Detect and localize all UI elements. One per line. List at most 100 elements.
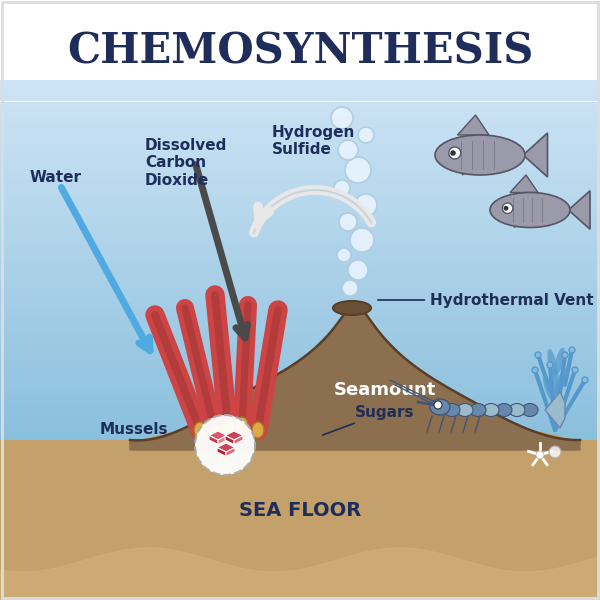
Circle shape bbox=[350, 228, 374, 252]
Ellipse shape bbox=[457, 403, 473, 416]
Polygon shape bbox=[225, 431, 243, 440]
Bar bbox=[0, 481, 600, 488]
Ellipse shape bbox=[470, 403, 486, 416]
Circle shape bbox=[339, 213, 357, 231]
Polygon shape bbox=[568, 191, 590, 229]
Ellipse shape bbox=[554, 347, 565, 374]
Bar bbox=[0, 403, 600, 410]
Polygon shape bbox=[225, 436, 234, 445]
Bar bbox=[0, 424, 600, 431]
Bar bbox=[0, 381, 600, 388]
Ellipse shape bbox=[555, 368, 567, 395]
Bar bbox=[0, 94, 600, 101]
Text: SEA FLOOR: SEA FLOOR bbox=[239, 500, 361, 520]
Ellipse shape bbox=[551, 368, 559, 397]
Bar bbox=[0, 496, 600, 503]
Bar bbox=[0, 80, 600, 87]
Ellipse shape bbox=[483, 403, 499, 416]
Bar bbox=[0, 123, 600, 130]
Bar bbox=[0, 474, 600, 481]
Bar bbox=[0, 431, 600, 439]
Bar bbox=[0, 187, 600, 194]
Polygon shape bbox=[209, 436, 218, 445]
Bar bbox=[0, 367, 600, 374]
Ellipse shape bbox=[496, 403, 512, 416]
Circle shape bbox=[569, 347, 575, 353]
Text: Hydrothermal Vent: Hydrothermal Vent bbox=[378, 292, 593, 307]
Ellipse shape bbox=[509, 403, 525, 416]
Circle shape bbox=[502, 203, 513, 214]
Circle shape bbox=[334, 180, 350, 196]
Ellipse shape bbox=[543, 376, 555, 402]
Bar bbox=[0, 116, 600, 123]
Circle shape bbox=[536, 451, 544, 459]
Bar bbox=[0, 0, 600, 80]
Polygon shape bbox=[510, 175, 538, 193]
Circle shape bbox=[348, 260, 368, 280]
Bar bbox=[0, 87, 600, 94]
Bar bbox=[0, 209, 600, 216]
Circle shape bbox=[503, 206, 508, 211]
Bar bbox=[0, 238, 600, 245]
Ellipse shape bbox=[333, 301, 371, 315]
Ellipse shape bbox=[547, 349, 557, 377]
Bar bbox=[0, 245, 600, 252]
Circle shape bbox=[345, 157, 371, 183]
Polygon shape bbox=[458, 115, 489, 135]
Bar bbox=[0, 439, 600, 446]
Bar bbox=[0, 181, 600, 187]
Circle shape bbox=[434, 401, 442, 409]
Text: Sugars: Sugars bbox=[323, 404, 415, 435]
Ellipse shape bbox=[252, 422, 264, 438]
Bar bbox=[0, 173, 600, 181]
Circle shape bbox=[547, 362, 553, 368]
Circle shape bbox=[195, 415, 255, 475]
Polygon shape bbox=[217, 443, 235, 452]
Bar bbox=[0, 323, 600, 331]
Bar bbox=[0, 440, 600, 600]
Bar bbox=[0, 352, 600, 359]
Bar bbox=[0, 252, 600, 259]
Bar bbox=[0, 223, 600, 230]
Polygon shape bbox=[130, 305, 580, 450]
Text: CHEMOSYNTHESIS: CHEMOSYNTHESIS bbox=[67, 31, 533, 73]
Bar bbox=[0, 281, 600, 288]
Polygon shape bbox=[514, 214, 538, 227]
Bar bbox=[0, 130, 600, 137]
Bar bbox=[0, 467, 600, 474]
Ellipse shape bbox=[444, 403, 460, 416]
Polygon shape bbox=[226, 448, 235, 457]
Bar bbox=[0, 317, 600, 323]
Circle shape bbox=[342, 280, 358, 296]
Bar bbox=[0, 395, 600, 403]
Polygon shape bbox=[462, 159, 489, 175]
Bar bbox=[0, 345, 600, 352]
Ellipse shape bbox=[194, 422, 206, 438]
Ellipse shape bbox=[490, 193, 570, 227]
Circle shape bbox=[562, 352, 568, 358]
Ellipse shape bbox=[430, 399, 450, 415]
Ellipse shape bbox=[522, 403, 538, 416]
Bar bbox=[0, 302, 600, 310]
Bar bbox=[0, 166, 600, 173]
Bar bbox=[0, 202, 600, 209]
Text: Hydrogen
Sulfide: Hydrogen Sulfide bbox=[272, 125, 355, 157]
Text: Mussels: Mussels bbox=[100, 422, 169, 437]
Bar bbox=[0, 266, 600, 274]
Bar bbox=[0, 259, 600, 266]
Polygon shape bbox=[545, 392, 565, 428]
Circle shape bbox=[338, 140, 358, 160]
Bar bbox=[0, 159, 600, 166]
Ellipse shape bbox=[209, 424, 221, 440]
Polygon shape bbox=[209, 431, 227, 440]
Bar bbox=[0, 230, 600, 238]
Text: Dissolved
Carbon
Dioxide: Dissolved Carbon Dioxide bbox=[145, 138, 227, 188]
Bar bbox=[0, 452, 600, 460]
Bar bbox=[0, 216, 600, 223]
Polygon shape bbox=[217, 448, 226, 457]
Bar bbox=[0, 145, 600, 152]
Bar bbox=[0, 503, 600, 510]
Polygon shape bbox=[523, 133, 548, 177]
Circle shape bbox=[331, 107, 353, 129]
Bar bbox=[0, 152, 600, 159]
